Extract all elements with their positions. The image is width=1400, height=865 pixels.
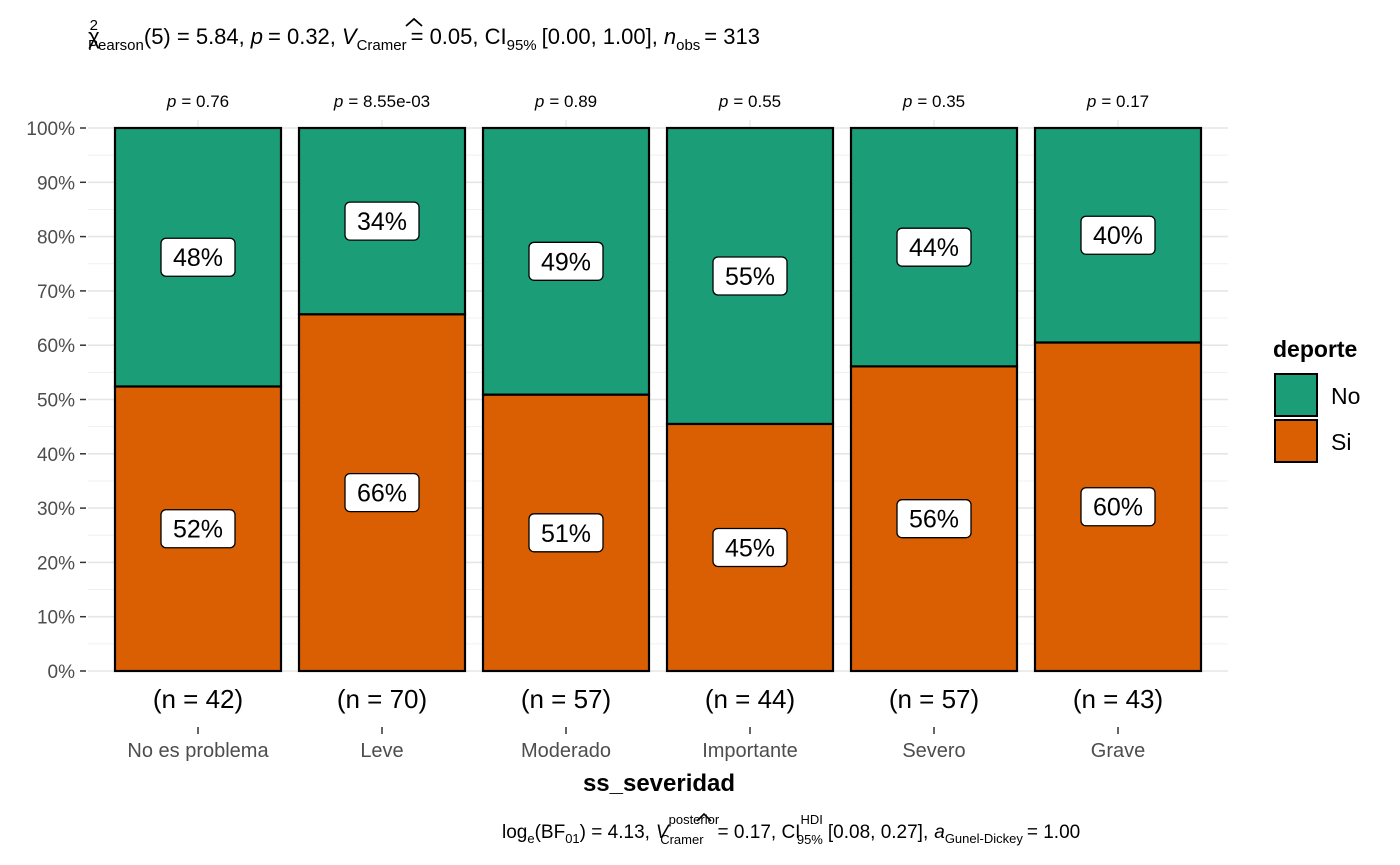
data-label-box (528, 241, 604, 281)
legend-title: deporte (1273, 336, 1357, 362)
p-value-labels: p = 0.76 p = 8.55e-03 p = 0.89 p = 0.55 p = 0.35 p… (166, 92, 1149, 111)
y-tick-label: 60% (37, 336, 75, 357)
y-tick-label: 10% (37, 608, 75, 629)
p-value-label: p = 0.89 (534, 92, 597, 111)
data-label-box (712, 256, 788, 296)
y-tick-label: 90% (37, 173, 75, 194)
y-axis: 0% 10% 20% 30% 40% 50% 60% 70% 80% 90% 100% (26, 119, 86, 683)
legend-key-no (1274, 373, 1318, 417)
x-tick-label: Grave (1091, 740, 1145, 762)
x-tick-label: No es problema (127, 740, 269, 762)
y-tick-label: 40% (37, 445, 75, 466)
x-tick-label: Importante (702, 740, 798, 762)
sample-size-label: (n = 43) (1073, 684, 1163, 714)
caption-hat-mark (696, 812, 712, 822)
data-label-box (344, 201, 420, 241)
x-axis-title: ss_severidad (583, 770, 735, 797)
data-label-box (160, 509, 236, 549)
sample-size-label: (n = 57) (889, 684, 979, 714)
sample-size-label: (n = 70) (337, 684, 427, 714)
data-label: 60% (1093, 494, 1143, 522)
y-tick-label: 20% (37, 553, 75, 574)
y-tick-label: 100% (26, 119, 75, 140)
bars: 52% 48% 66% 34% 51% 49% 45% 55% 56% 44% 60% 40% (113, 126, 1203, 673)
sample-size-label: (n = 57) (521, 684, 611, 714)
data-label-box (528, 513, 604, 553)
data-label-box (344, 472, 420, 513)
data-label: 56% (909, 506, 959, 534)
x-tick-label: Moderado (521, 740, 611, 762)
x-tick-label: Severo (902, 740, 965, 762)
data-label: 52% (173, 516, 223, 544)
chart-title: χ2 Pearson(5) = 5.84, p = 0.32, VCramer = 0.0… (88, 17, 760, 54)
data-label-box (712, 527, 788, 568)
data-label: 40% (1093, 222, 1143, 250)
p-value-label: p = 0.35 (902, 92, 965, 111)
y-tick-label: 50% (37, 391, 75, 412)
legend-label-si: Si (1331, 429, 1351, 455)
p-value-label: p = 8.55e-03 (333, 92, 430, 111)
legend-key-si (1274, 419, 1318, 463)
data-label: 51% (541, 520, 591, 548)
chart-caption: loge(BF01) = 4.13, Vposterior Cramer = 0.17… (502, 812, 1080, 847)
data-label-box (896, 227, 972, 267)
legend-label-no: No (1331, 383, 1360, 409)
legend: deporte No Si (1273, 336, 1360, 463)
x-axis: (n = 42) No es problema (n = 70) Leve (n = 5… (127, 684, 1163, 762)
data-label: 48% (173, 244, 223, 272)
data-label-box (160, 237, 236, 277)
y-tick-label: 0% (48, 662, 76, 683)
data-label: 34% (357, 208, 407, 236)
y-tick-label: 30% (37, 499, 75, 520)
data-label-box (896, 499, 972, 539)
p-value-label: p = 0.55 (718, 92, 781, 111)
y-tick-label: 70% (37, 282, 75, 303)
data-label: 66% (357, 480, 407, 508)
x-tick-label: Leve (360, 740, 403, 762)
data-label-box (1080, 215, 1156, 255)
data-label: 44% (909, 234, 959, 262)
p-value-label: p = 0.17 (1086, 92, 1149, 111)
data-label: 45% (725, 534, 775, 562)
sample-size-label: (n = 42) (153, 684, 243, 714)
y-tick-label: 80% (37, 228, 75, 249)
p-value-label: p = 0.76 (166, 92, 229, 111)
sample-size-label: (n = 44) (705, 684, 795, 714)
data-label-box (1080, 487, 1156, 527)
title-hat-mark (405, 17, 423, 27)
data-label: 55% (725, 263, 775, 291)
data-label: 49% (541, 248, 591, 276)
